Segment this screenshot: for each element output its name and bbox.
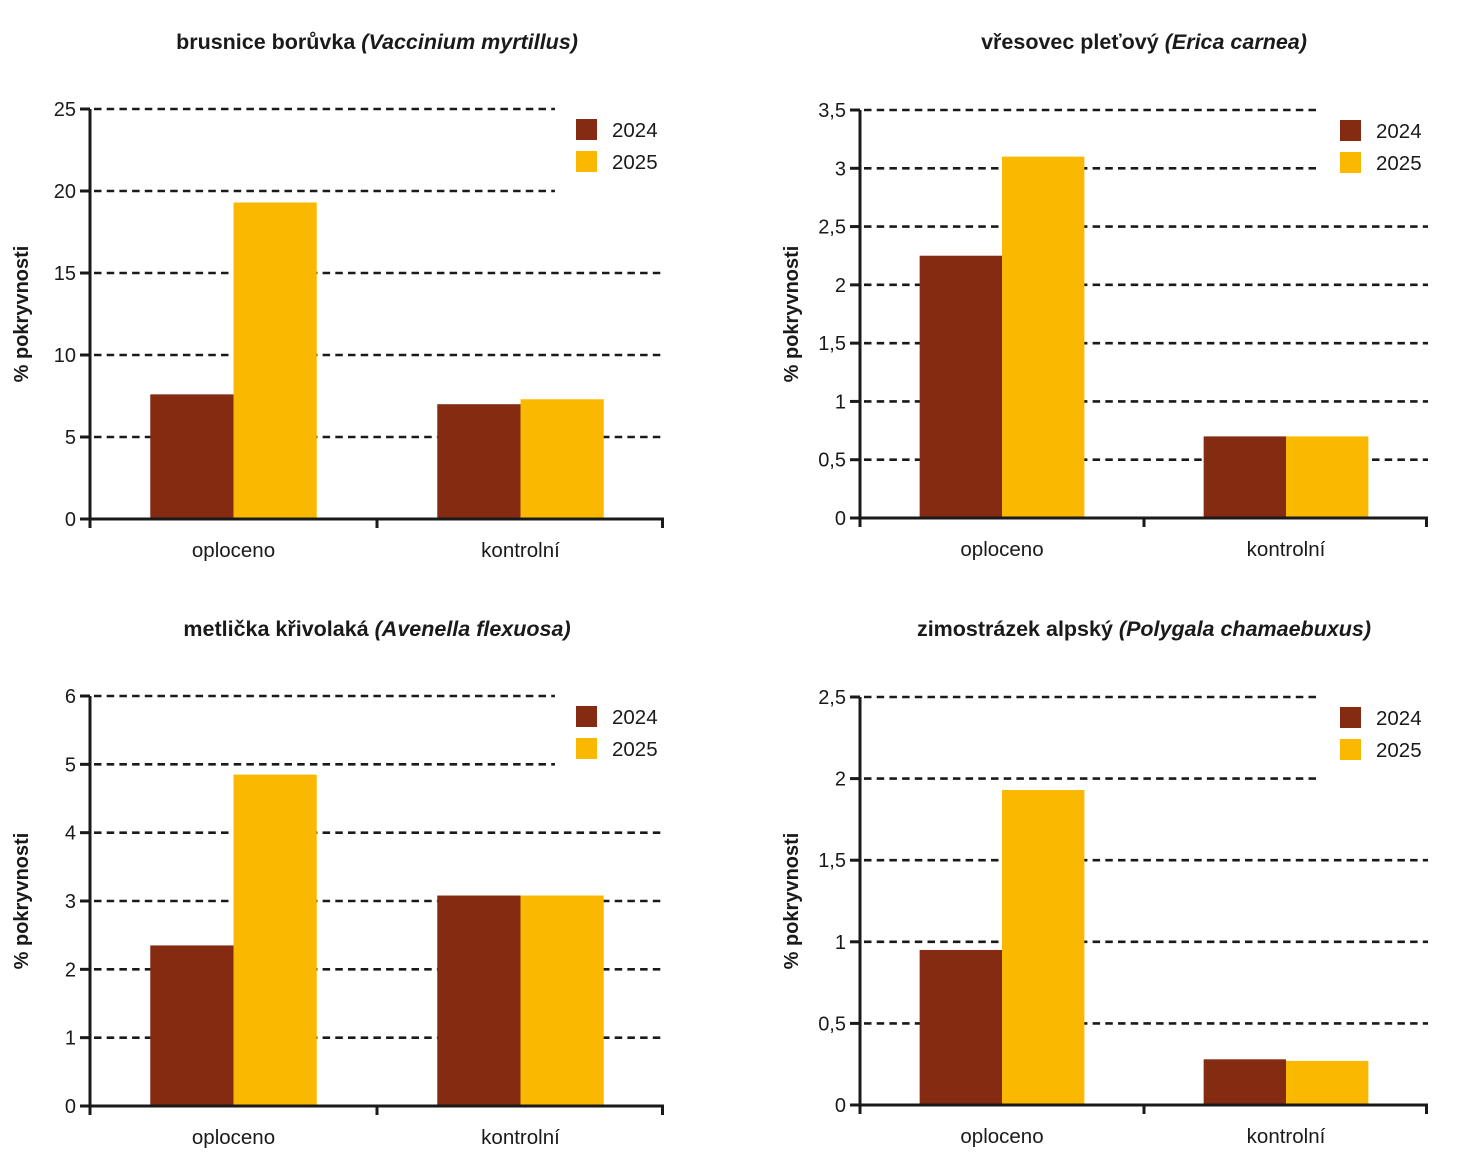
chart-vresovec-pletovy: 0 0,5 1 1,5 2 2,5 3 3,5 oploceno kontrolní % pokry…	[738, 0, 1476, 587]
y-tick-label-4: 4	[65, 823, 76, 845]
y-tick-label-10: 10	[54, 345, 76, 367]
legend-swatch-2025	[576, 738, 597, 759]
y-tick-label-1,5: 1,5	[818, 333, 846, 355]
legend-swatch-2025	[1340, 739, 1361, 760]
bar-2024-kontrolní	[1203, 436, 1286, 518]
legend-label-2024: 2024	[612, 119, 658, 142]
bar-2024-kontrolní	[437, 895, 521, 1106]
legend-label-2025: 2025	[1376, 152, 1422, 175]
y-tick-label-0,5: 0,5	[818, 1013, 846, 1035]
legend-label-2024: 2024	[1376, 707, 1422, 730]
legend-swatch-2024	[576, 119, 597, 140]
y-tick-label-3,5: 3,5	[818, 100, 846, 122]
bar-2025-kontrolní	[1286, 1060, 1369, 1105]
bar-2024-kontrolní	[1203, 1059, 1286, 1105]
y-tick-label-20: 20	[54, 181, 76, 203]
bar-2024-oploceno	[150, 945, 234, 1106]
legend: 2024 2025	[1340, 707, 1422, 762]
legend-swatch-2024	[1340, 707, 1361, 728]
x-category-label-1: kontrolní	[481, 1126, 560, 1149]
y-tick-label-3: 3	[65, 891, 76, 913]
chart-canvas-zimostrazek-alpsky: 0 0,5 1 1,5 2 2,5 oploceno kontrolní % pokryvnos…	[781, 687, 1428, 1148]
legend-swatch-2025	[576, 151, 597, 172]
y-tick-label-2,5: 2,5	[818, 217, 846, 239]
legend: 2024 2025	[1340, 120, 1422, 175]
x-category-label-1: kontrolní	[1247, 538, 1326, 561]
y-tick-label-2: 2	[65, 959, 76, 981]
y-tick-label-0: 0	[65, 1096, 76, 1118]
legend-swatch-2024	[1340, 120, 1361, 141]
bar-2024-oploceno	[919, 949, 1002, 1105]
x-category-label-0: oploceno	[960, 1125, 1043, 1148]
y-tick-label-5: 5	[65, 754, 76, 776]
x-category-label-0: oploceno	[192, 539, 275, 562]
bar-2024-oploceno	[919, 255, 1002, 518]
bar-2024-oploceno	[150, 394, 234, 519]
legend-label-2025: 2025	[1376, 739, 1422, 762]
y-tick-label-2: 2	[835, 769, 846, 791]
x-category-label-0: oploceno	[192, 1126, 275, 1149]
y-tick-label-0: 0	[835, 508, 846, 530]
y-tick-label-1,5: 1,5	[818, 850, 846, 872]
legend-label-2024: 2024	[612, 706, 658, 729]
bar-2024-kontrolní	[437, 404, 521, 519]
legend-label-2025: 2025	[612, 738, 658, 761]
bar-2025-oploceno	[233, 202, 317, 520]
legend: 2024 2025	[576, 706, 658, 761]
bar-2025-kontrolní	[520, 399, 604, 519]
chart-zimostrazek-alpsky: 0 0,5 1 1,5 2 2,5 oploceno kontrolní % pokryvnos…	[738, 587, 1476, 1175]
y-axis-title: % pokryvnosti	[11, 833, 33, 970]
x-category-label-0: oploceno	[960, 538, 1043, 561]
bar-2025-kontrolní	[1286, 436, 1369, 518]
y-tick-label-1: 1	[835, 391, 846, 413]
chart-metlicka-krivolaka: 0 1 2 3 4 5 6 oploceno kontrolní % pokryvnosti 202…	[0, 587, 738, 1175]
chart-canvas-vresovec-pletovy: 0 0,5 1 1,5 2 2,5 3 3,5 oploceno kontrolní % pokry…	[781, 100, 1428, 561]
y-tick-label-1: 1	[835, 932, 846, 954]
y-tick-label-0: 0	[835, 1095, 846, 1117]
legend-swatch-2025	[1340, 152, 1361, 173]
chart-canvas-metlicka-krivolaka: 0 1 2 3 4 5 6 oploceno kontrolní % pokryvnosti 202…	[11, 686, 664, 1149]
y-tick-label-6: 6	[65, 686, 76, 708]
bar-2025-oploceno	[1002, 790, 1085, 1105]
y-axis-title: % pokryvnosti	[781, 833, 803, 970]
bar-2025-oploceno	[233, 774, 317, 1106]
chart-brusnice-boruvka: 0 5 10 15 20 25 oploceno kontrolní% pokryvnosti…	[0, 0, 738, 587]
legend: 2024 2025	[576, 119, 658, 174]
y-axis-title: % pokryvnosti	[781, 246, 803, 383]
y-tick-label-25: 25	[54, 99, 76, 121]
y-tick-label-2: 2	[835, 275, 846, 297]
legend-swatch-2024	[576, 706, 597, 727]
y-tick-label-15: 15	[54, 263, 76, 285]
legend-label-2025: 2025	[612, 151, 658, 174]
y-tick-label-0: 0	[65, 509, 76, 531]
y-tick-label-2,5: 2,5	[818, 687, 846, 709]
y-tick-label-5: 5	[65, 427, 76, 449]
y-tick-label-3: 3	[835, 158, 846, 180]
y-tick-label-1: 1	[65, 1028, 76, 1050]
legend-label-2024: 2024	[1376, 120, 1422, 143]
x-category-label-1: kontrolní	[1247, 1125, 1326, 1148]
y-tick-label-0,5: 0,5	[818, 450, 846, 472]
bar-2025-kontrolní	[520, 895, 604, 1106]
x-category-label-1: kontrolní	[481, 539, 560, 562]
y-axis-title: % pokryvnosti	[11, 246, 33, 383]
bar-2025-oploceno	[1002, 156, 1085, 518]
